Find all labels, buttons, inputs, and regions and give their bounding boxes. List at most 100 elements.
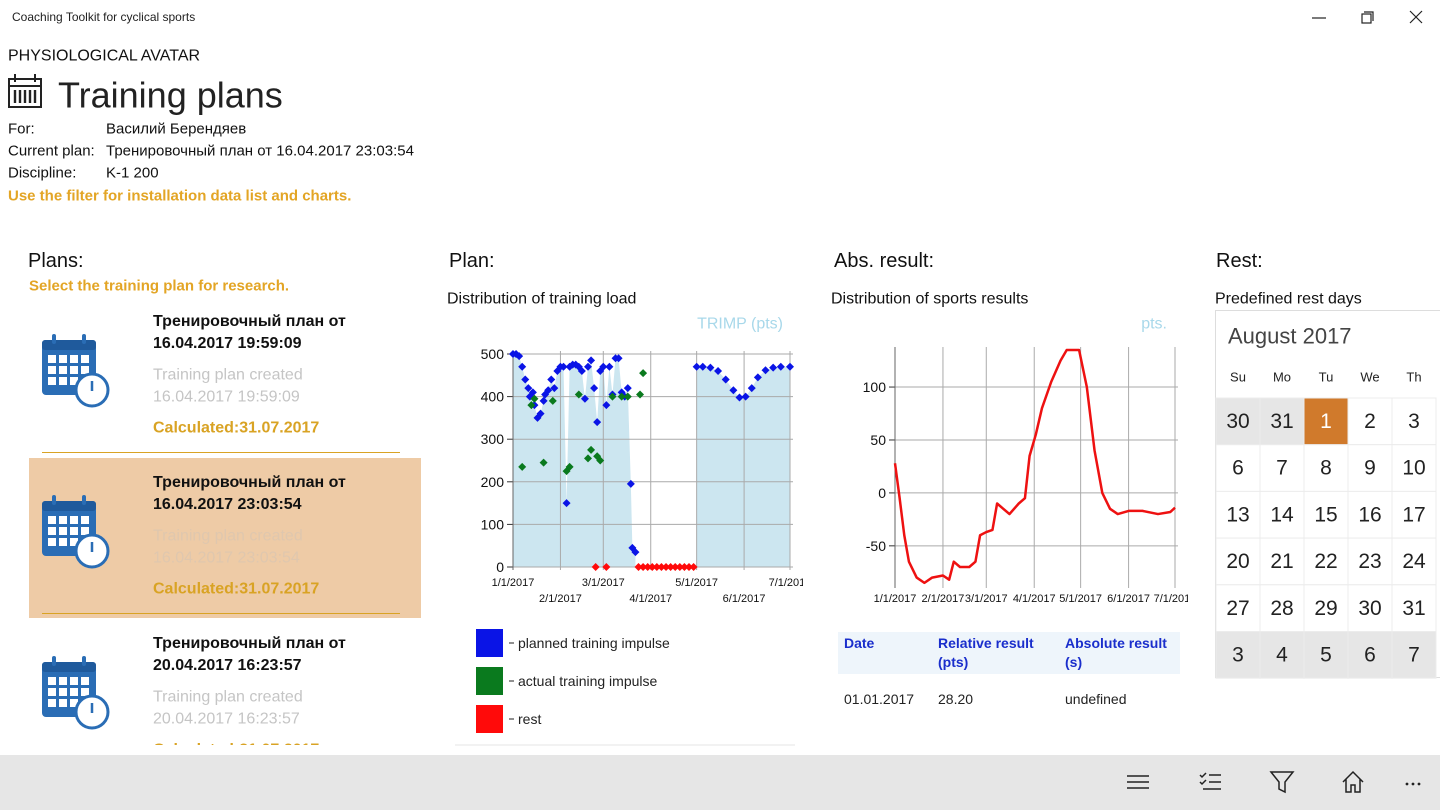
day-number: 7	[1276, 457, 1288, 480]
x-tick-label: 7/1/2017	[1154, 593, 1188, 605]
x-tick-label: 2/1/2017	[922, 593, 965, 605]
plan-name[interactable]: Тренировочный план от 16.04.2017 19:59:0…	[153, 313, 346, 352]
data-point	[639, 563, 648, 571]
icon-cell	[59, 699, 67, 707]
plan-calculated: Calculated:31.07.2017	[153, 420, 319, 437]
weekday-label: Su	[1230, 370, 1246, 385]
data-point	[550, 384, 559, 393]
day-cell[interactable]	[1215, 397, 1261, 446]
day-cell[interactable]	[1259, 397, 1305, 446]
data-point	[565, 462, 574, 471]
plans-list: Training plan created 16.04.2017 19:59:09…	[0, 300, 430, 745]
table-cell: undefined	[1065, 691, 1127, 707]
icon-cell	[70, 366, 78, 374]
day-cell[interactable]	[1303, 584, 1349, 632]
legend-swatch	[476, 705, 503, 733]
day-cell[interactable]	[1259, 584, 1305, 632]
day-cell[interactable]	[1215, 631, 1261, 679]
data-point	[602, 401, 611, 410]
field-label: Discipline:	[8, 165, 76, 182]
data-point	[639, 369, 648, 378]
field-value: Василий Берендяев	[106, 121, 246, 138]
data-point	[776, 362, 785, 371]
data-point	[617, 392, 626, 401]
legend-label: planned training impulse	[518, 635, 670, 651]
data-point	[626, 479, 635, 488]
day-number: 3	[1232, 644, 1244, 667]
day-number: 30	[1226, 410, 1249, 433]
filter-hint: Use the filter for installation data lis…	[8, 188, 351, 205]
data-point	[636, 390, 645, 399]
day-cell[interactable]	[1391, 584, 1437, 632]
data-point	[657, 563, 666, 571]
chart-title: Distribution of training load	[447, 291, 636, 308]
data-point	[608, 392, 617, 401]
day-cell[interactable]	[1391, 444, 1437, 492]
day-cell[interactable]	[1303, 537, 1349, 586]
day-cell[interactable]	[1391, 397, 1437, 446]
day-number: 9	[1364, 457, 1376, 480]
day-cell[interactable]	[1347, 584, 1393, 632]
data-point	[643, 563, 652, 571]
plan-name[interactable]: Тренировочный план от 16.04.2017 23:03:5…	[153, 474, 346, 513]
x-tick-label: 1/1/2017	[492, 577, 535, 589]
x-tick-label: 2/1/2017	[539, 593, 582, 605]
data-point	[753, 373, 762, 382]
y-tick-label: -50	[866, 538, 886, 554]
day-number: 13	[1226, 503, 1249, 526]
list-button[interactable]	[1199, 772, 1221, 790]
day-cell[interactable]	[1391, 537, 1437, 586]
planned-area	[696, 366, 790, 567]
day-cell[interactable]	[1347, 490, 1393, 539]
day-cell[interactable]	[1259, 537, 1305, 586]
day-cell[interactable]	[1259, 631, 1305, 679]
close-button[interactable]	[1409, 10, 1423, 24]
day-cell[interactable]	[1391, 631, 1437, 679]
day-number: 27	[1226, 597, 1249, 620]
day-number: 17	[1402, 503, 1425, 526]
icon-cell	[70, 538, 78, 546]
data-point	[577, 367, 586, 376]
calendar-subtitle: Predefined rest days	[1215, 291, 1362, 308]
data-point	[562, 499, 571, 508]
data-point	[518, 462, 527, 471]
day-cell[interactable]	[1347, 631, 1393, 679]
table-cell: 01.01.2017	[844, 691, 914, 707]
icon-cell	[48, 538, 56, 546]
day-cell[interactable]	[1303, 631, 1349, 679]
table-header: Relative result (pts)	[938, 635, 1034, 670]
icon-ring	[52, 656, 56, 666]
data-point	[544, 386, 553, 395]
more-button[interactable]	[1405, 782, 1421, 786]
x-tick-label: 7/1/2017	[769, 577, 803, 589]
icon-ring	[82, 334, 86, 344]
planned-area	[513, 354, 636, 567]
data-point	[729, 386, 738, 395]
y-tick-label: 500	[481, 346, 505, 362]
data-point	[530, 394, 539, 403]
day-cell[interactable]	[1215, 537, 1261, 586]
day-number: 3	[1408, 410, 1420, 433]
data-point	[671, 563, 680, 571]
day-cell[interactable]	[1391, 490, 1437, 539]
home-button[interactable]	[1342, 770, 1364, 793]
day-number: 2	[1364, 410, 1376, 433]
data-point	[698, 362, 707, 371]
result-line	[893, 348, 1176, 585]
icon-cell	[48, 688, 56, 696]
day-cell[interactable]	[1215, 490, 1261, 539]
restore-button[interactable]	[1361, 11, 1374, 24]
day-cell[interactable]	[1215, 584, 1261, 632]
filter-button[interactable]	[1269, 771, 1295, 794]
panel-heading: Plan:	[449, 250, 495, 272]
day-number: 28	[1270, 597, 1293, 620]
plan-calculated: Calculated:31.07.2017	[153, 742, 319, 746]
menu-button[interactable]	[1127, 775, 1149, 789]
icon-cell	[59, 366, 67, 374]
data-point	[714, 367, 723, 376]
data-point	[761, 366, 770, 375]
data-point	[721, 375, 730, 384]
plan-name[interactable]: Тренировочный план от 20.04.2017 16:23:5…	[153, 635, 346, 674]
data-point	[536, 409, 545, 418]
y-tick-label: 200	[481, 474, 505, 490]
